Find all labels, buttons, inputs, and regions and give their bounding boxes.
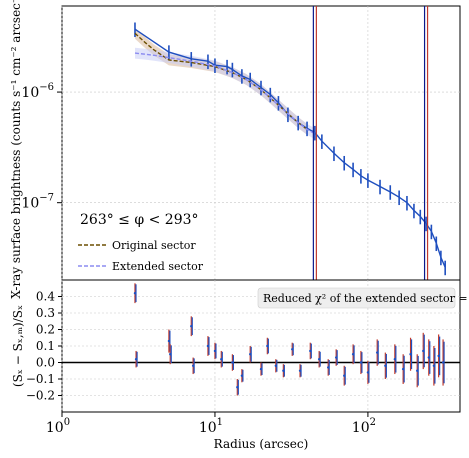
top-y-axis-label: X-ray surface brightness (counts s⁻¹ cm⁻… — [9, 0, 23, 299]
residual-point — [190, 325, 193, 328]
residual-point — [401, 367, 405, 371]
top-y-tick-label: 10−7 — [21, 193, 54, 212]
top-grid — [61, 6, 460, 280]
residual-point — [259, 367, 263, 371]
residual-point — [167, 339, 171, 343]
bottom-y-ticks: −0.2 −0.1 0.0 0.1 0.2 0.3 0.4 — [26, 290, 62, 403]
residual-point — [220, 358, 223, 361]
residual-point — [231, 361, 234, 364]
residual-point — [191, 364, 195, 367]
residual-point — [351, 353, 355, 356]
x-tick-label: 100 — [46, 417, 70, 436]
top-panel: 10−7 10−6 X-ray surface brightness (count… — [9, 0, 461, 299]
residual-point — [206, 344, 210, 348]
bottom-panel: −0.2 −0.1 0.0 0.1 0.2 0.3 0.4 100 101 102 (Sₓ − … — [11, 279, 469, 451]
bottom-x-ticks: 100 101 102 — [46, 412, 376, 436]
residual-point — [437, 354, 440, 358]
residual-point — [393, 358, 397, 361]
residual-point — [375, 351, 379, 354]
bottom-content — [62, 283, 460, 396]
residual-point — [213, 349, 217, 353]
model-line-extended — [134, 52, 316, 135]
residual-point — [366, 371, 370, 374]
residual-point — [384, 364, 387, 367]
residual-point — [359, 361, 363, 364]
residual-point — [309, 349, 312, 353]
top-y-ticks: 10−7 10−6 — [21, 82, 62, 212]
residual-point — [343, 374, 346, 377]
residual-point — [133, 292, 137, 295]
residual-point — [441, 361, 445, 364]
bottom-y-tick-label: 0.2 — [36, 323, 55, 337]
residual-point — [240, 374, 244, 377]
legend-extended-label: Extended sector — [112, 260, 204, 273]
data-profile-line — [134, 28, 446, 268]
legend-original-label: Original sector — [112, 239, 196, 252]
residual-point — [415, 369, 419, 372]
top-plot-area — [61, 5, 461, 281]
legend: Original sector Extended sector — [78, 239, 204, 273]
residual-point — [427, 356, 430, 359]
chi2-annotation-box — [257, 287, 456, 309]
bottom-y-tick-label: 0.0 — [36, 356, 55, 370]
bottom-y-axis-label: (Sₓ − Sₓ,ₘ)/Sₓ — [11, 305, 25, 387]
bottom-y-tick-label: −0.1 — [26, 372, 55, 386]
residual-point — [236, 386, 239, 389]
residual-point — [274, 364, 278, 367]
residual-point — [134, 358, 138, 361]
residual-point — [282, 369, 285, 372]
residual-point — [291, 348, 294, 351]
bottom-y-tick-label: 0.4 — [36, 290, 55, 304]
chi2-annotation: Reduced χ² of the extended sector = 1.51 — [263, 292, 469, 305]
top-content — [134, 6, 446, 280]
residual-point — [169, 353, 172, 356]
residual-point — [422, 349, 425, 353]
residual-point — [317, 358, 321, 361]
bottom-y-tick-label: 0.3 — [36, 306, 55, 320]
residual-point — [326, 366, 330, 369]
residual-point — [266, 344, 269, 348]
x-tick-label: 102 — [352, 417, 376, 436]
top-y-tick-label: 10−6 — [21, 82, 54, 101]
residual-point — [334, 356, 338, 359]
bottom-y-tick-label: −0.2 — [26, 389, 55, 403]
residual-point — [298, 369, 302, 372]
x-axis-label: Radius (arcsec) — [214, 437, 309, 451]
residual-point — [249, 353, 252, 356]
residual-point — [432, 364, 436, 367]
sector-annotation: 263° ≤ φ < 293° — [80, 212, 199, 228]
residual-point — [409, 353, 412, 356]
bottom-y-tick-label: 0.1 — [36, 339, 55, 353]
x-tick-label: 101 — [199, 417, 223, 436]
